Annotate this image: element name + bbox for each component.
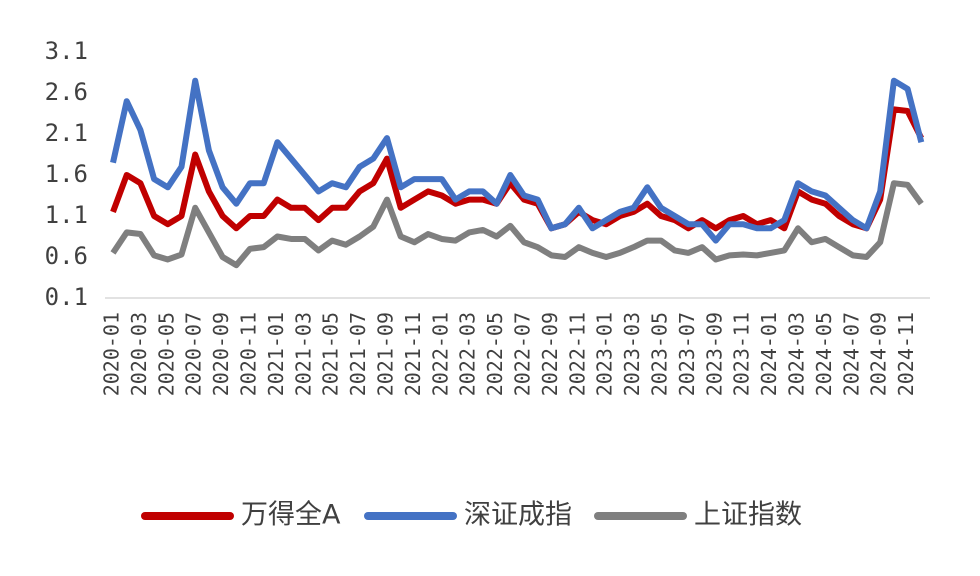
x-tick-label: 2024-05 [812, 312, 836, 396]
x-tick-label: 2022-05 [483, 312, 507, 396]
x-tick-label: 2023-05 [648, 312, 672, 396]
x-tick-label: 2020-09 [209, 312, 233, 396]
x-tick-label: 2021-05 [319, 312, 343, 396]
x-tick-label: 2023-09 [702, 312, 726, 396]
x-tick-label: 2024-07 [839, 312, 863, 396]
y-tick-label: 1.1 [45, 201, 88, 229]
y-tick-label: 1.6 [45, 160, 88, 188]
x-tick-label: 2024-09 [867, 312, 891, 396]
y-tick-label: 3.1 [45, 37, 88, 65]
x-tick-label: 2022-07 [511, 312, 535, 396]
data-line [110, 77, 925, 244]
legend-label: 深证成指 [464, 500, 572, 531]
x-tick-label: 2020-11 [237, 312, 261, 396]
x-tick-label: 2021-09 [374, 312, 398, 396]
x-tick-label: 2022-03 [456, 312, 480, 396]
x-tick-label: 2024-03 [785, 312, 809, 396]
x-tick-label: 2021-07 [346, 312, 370, 396]
x-tick-label: 2024-01 [757, 312, 781, 396]
data-line [110, 180, 924, 269]
x-tick-label: 2020-07 [182, 312, 206, 396]
x-tick-label: 2020-05 [154, 312, 178, 396]
y-tick-label: 0.6 [45, 242, 88, 270]
x-tick-label: 2023-03 [620, 312, 644, 396]
x-tick-label: 2024-11 [894, 312, 918, 396]
x-tick-label: 2021-11 [401, 312, 425, 396]
data-line [110, 106, 924, 232]
x-tick-label: 2023-01 [593, 312, 617, 396]
x-tick-label: 2021-03 [291, 312, 315, 396]
x-tick-label: 2020-03 [127, 312, 151, 396]
y-tick-label: 0.1 [45, 283, 88, 311]
x-tick-label: 2021-01 [264, 312, 288, 396]
legend-label: 上证指数 [694, 500, 802, 531]
y-tick-label: 2.1 [45, 119, 88, 147]
legend-label: 万得全A [241, 500, 341, 531]
y-tick-label: 2.6 [45, 78, 88, 106]
x-tick-label: 2020-01 [100, 312, 124, 396]
x-tick-label: 2022-01 [428, 312, 452, 396]
x-tick-label: 2022-11 [565, 312, 589, 396]
x-tick-label: 2023-07 [675, 312, 699, 396]
x-tick-label: 2023-11 [730, 312, 754, 396]
x-tick-label: 2022-09 [538, 312, 562, 396]
